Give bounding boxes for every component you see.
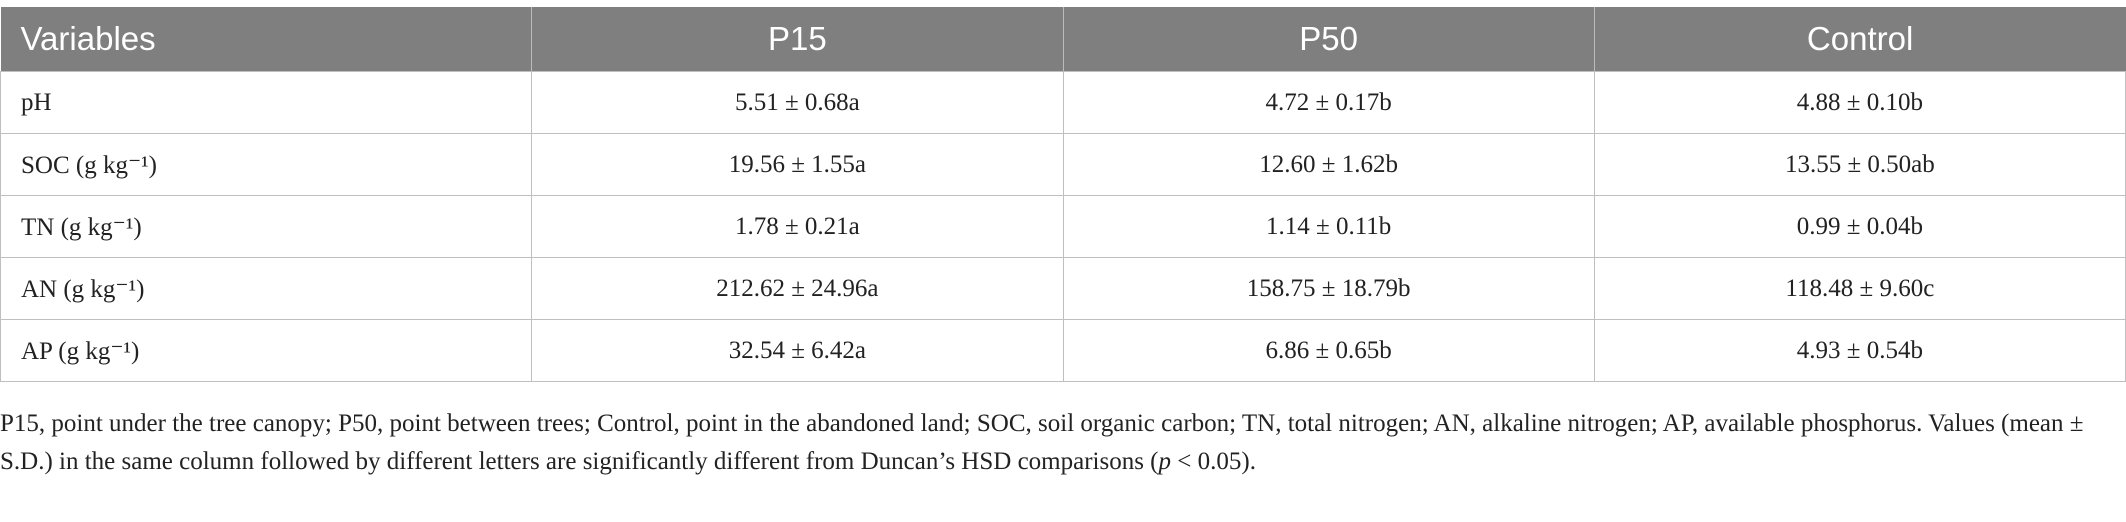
table-cell: 4.88 ± 0.10b bbox=[1593, 71, 2126, 134]
row-label: AP (g kg⁻¹) bbox=[0, 319, 533, 382]
table-row: pH 5.51 ± 0.68a 4.72 ± 0.17b 4.88 ± 0.10b bbox=[0, 71, 2126, 134]
table-cell: 1.14 ± 0.11b bbox=[1062, 195, 1595, 258]
row-label: pH bbox=[0, 71, 533, 134]
footnote-italic: p bbox=[1158, 448, 1172, 475]
table-row: TN (g kg⁻¹) 1.78 ± 0.21a 1.14 ± 0.11b 0.99 … bbox=[0, 195, 2126, 258]
table-body: pH 5.51 ± 0.68a 4.72 ± 0.17b 4.88 ± 0.10b SO… bbox=[0, 71, 2126, 382]
table-cell: 19.56 ± 1.55a bbox=[531, 133, 1064, 196]
table-cell: 32.54 ± 6.42a bbox=[531, 319, 1064, 382]
table-cell: 6.86 ± 0.65b bbox=[1062, 319, 1595, 382]
header-row: Variables P15 P50 Control bbox=[0, 7, 2126, 72]
table-cell: 158.75 ± 18.79b bbox=[1062, 257, 1595, 320]
row-label: AN (g kg⁻¹) bbox=[0, 257, 533, 320]
table-cell: 4.93 ± 0.54b bbox=[1593, 319, 2126, 382]
table-cell: 0.99 ± 0.04b bbox=[1593, 195, 2126, 258]
table-cell: 118.48 ± 9.60c bbox=[1593, 257, 2126, 320]
header-cell: Control bbox=[1593, 7, 2126, 72]
header-cell: Variables bbox=[0, 7, 532, 72]
table-row: AP (g kg⁻¹) 32.54 ± 6.42a 6.86 ± 0.65b 4.93… bbox=[0, 319, 2126, 382]
table-cell: 4.72 ± 0.17b bbox=[1062, 71, 1595, 134]
footnote: P15, point under the tree canopy; P50, p… bbox=[0, 405, 2100, 481]
table-row: SOC (g kg⁻¹) 19.56 ± 1.55a 12.60 ± 1.62b 13… bbox=[0, 133, 2126, 196]
data-table: Variables P15 P50 Control pH 5.51 ± 0.68a 4.7… bbox=[0, 7, 2126, 382]
row-label: SOC (g kg⁻¹) bbox=[0, 133, 533, 196]
table-cell: 1.78 ± 0.21a bbox=[531, 195, 1064, 258]
footnote-text: < 0.05). bbox=[1171, 448, 1256, 475]
table-cell: 12.60 ± 1.62b bbox=[1062, 133, 1595, 196]
table-cell: 13.55 ± 0.50ab bbox=[1593, 133, 2126, 196]
table-cell: 212.62 ± 24.96a bbox=[531, 257, 1064, 320]
table-cell: 5.51 ± 0.68a bbox=[531, 71, 1064, 134]
header-cell: P15 bbox=[531, 7, 1063, 72]
header-cell: P50 bbox=[1062, 7, 1595, 72]
footnote-text: P15, point under the tree canopy; P50, p… bbox=[0, 410, 2084, 475]
row-label: TN (g kg⁻¹) bbox=[0, 195, 533, 258]
table-row: AN (g kg⁻¹) 212.62 ± 24.96a 158.75 ± 18.79… bbox=[0, 257, 2126, 320]
